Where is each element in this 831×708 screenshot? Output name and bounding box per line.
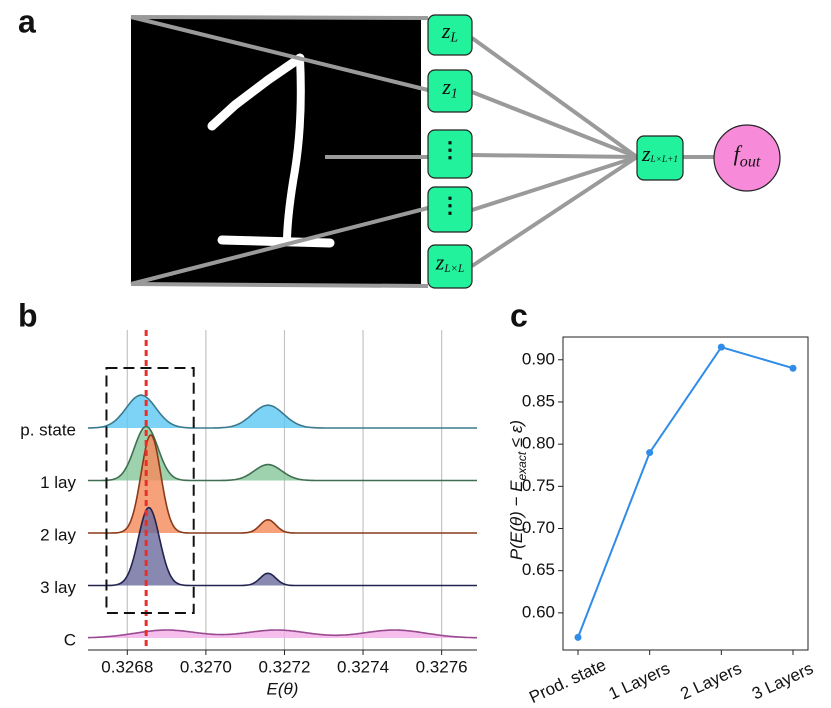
x-tick-label: 1 Layers xyxy=(606,659,673,704)
output-node xyxy=(713,124,781,192)
point xyxy=(646,449,654,457)
row-label: 1 lay xyxy=(40,473,76,492)
node-symbol: z xyxy=(641,141,651,166)
node-symbol: z xyxy=(441,74,451,99)
row-label: C xyxy=(64,630,76,649)
density-area xyxy=(88,395,477,428)
y-tick-label: 0.60 xyxy=(522,602,555,621)
panel-label: b xyxy=(18,297,38,333)
y-tick-label: 0.80 xyxy=(522,434,555,453)
node-label: fout xyxy=(734,141,761,170)
row-label: 3 lay xyxy=(40,578,76,597)
y-label-end: ≤ ε) xyxy=(507,420,526,452)
x-tick-label: 0.3268 xyxy=(101,657,153,676)
node-label: z1 xyxy=(441,74,457,101)
density-area xyxy=(88,426,477,481)
node-symbol: z xyxy=(435,250,445,275)
point xyxy=(717,343,725,351)
row-label: 2 lay xyxy=(40,525,76,544)
y-tick-label: 0.65 xyxy=(522,560,555,579)
x-tick-label: 0.3274 xyxy=(337,657,389,676)
density-line xyxy=(87,629,477,639)
node-symbol: f xyxy=(734,141,743,166)
input-image xyxy=(131,17,421,285)
x-tick-label: 3 Layers xyxy=(749,659,816,704)
node-subscript: L xyxy=(449,30,458,45)
node xyxy=(427,186,473,233)
line xyxy=(577,345,794,638)
y-tick-label: 0.75 xyxy=(522,476,555,495)
row-label: p. state xyxy=(20,420,76,439)
node xyxy=(427,69,473,113)
point xyxy=(574,633,582,641)
panel-label: c xyxy=(510,297,528,333)
node-label: zL×L+1 xyxy=(641,141,678,166)
highlight-box xyxy=(105,367,195,614)
node-subscript: L×L+1 xyxy=(650,155,679,165)
y-axis-label: P(E(θ) − Eexact ≤ ε) xyxy=(507,420,529,560)
digit xyxy=(207,53,335,248)
node-label: zL xyxy=(441,18,458,45)
density-line xyxy=(88,425,477,482)
y-label-main: P(E(θ) − E xyxy=(507,480,526,560)
y-label-subscript: exact xyxy=(515,451,529,480)
node-symbol: z xyxy=(441,18,451,43)
y-tick-label: 0.90 xyxy=(522,349,555,368)
density-line xyxy=(88,394,477,429)
node xyxy=(636,135,684,181)
node xyxy=(427,244,473,289)
node xyxy=(427,129,473,179)
density-line xyxy=(88,434,477,534)
node-subscript: out xyxy=(740,153,761,170)
y-tick-label: 0.85 xyxy=(522,391,555,410)
x-tick-label: 2 Layers xyxy=(677,659,744,704)
node-label: zL×L xyxy=(435,250,465,275)
x-tick-label: Prod. state xyxy=(526,655,609,707)
point xyxy=(789,364,797,372)
node-label: ⋮ xyxy=(439,137,461,162)
x-tick-label: 0.3272 xyxy=(258,657,310,676)
node-label: ⋮ xyxy=(439,193,461,218)
node-subscript: L×L xyxy=(443,263,464,275)
plot-frame xyxy=(562,336,809,651)
panel-label: a xyxy=(18,3,36,39)
connections xyxy=(130,15,716,288)
node-subscript: 1 xyxy=(451,86,458,101)
node xyxy=(427,14,473,56)
x-tick-label: 0.3276 xyxy=(416,657,468,676)
density-line xyxy=(88,506,477,587)
y-tick-label: 0.70 xyxy=(522,518,555,537)
x-axis-label: E(θ) xyxy=(267,679,299,698)
x-tick-label: 0.3270 xyxy=(180,657,232,676)
